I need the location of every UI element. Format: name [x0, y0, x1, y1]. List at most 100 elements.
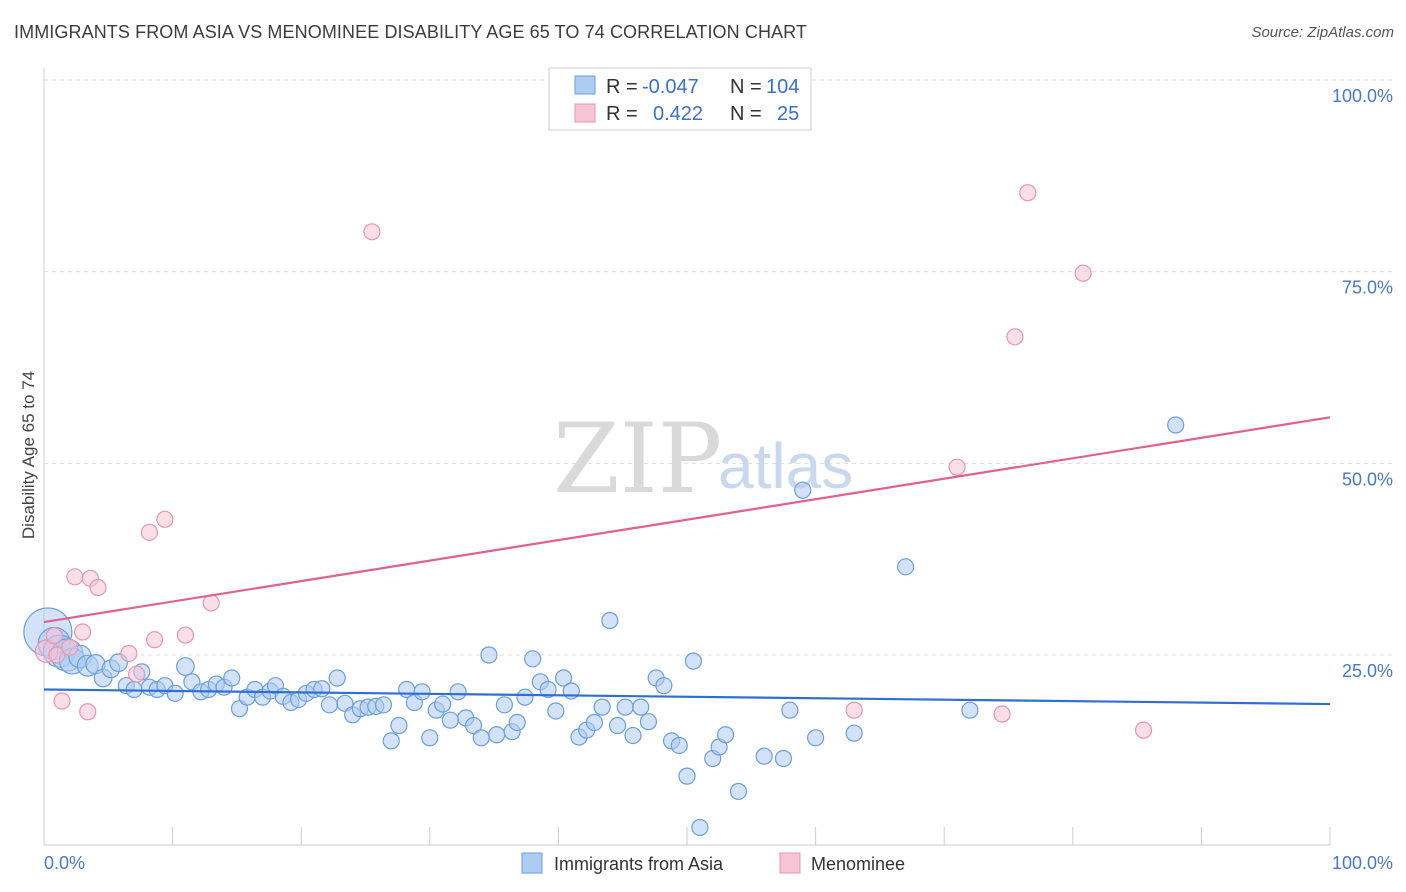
- point-immigrants-from-asia: [655, 677, 673, 695]
- point-immigrants-from-asia: [670, 736, 688, 755]
- point-menominee: [1006, 328, 1024, 346]
- point-menominee: [145, 631, 164, 649]
- point-immigrants-from-asia: [781, 701, 799, 719]
- legend-r-value-2: 0.422: [653, 103, 703, 125]
- x-tick-label-min: 0.0%: [44, 853, 85, 873]
- y-axis-title: Disability Age 65 to 74: [19, 371, 38, 539]
- point-immigrants-from-asia: [382, 732, 400, 750]
- chart-title: IMMIGRANTS FROM ASIA VS MENOMINEE DISABI…: [14, 22, 808, 42]
- point-immigrants-from-asia: [390, 716, 408, 735]
- point-menominee: [1134, 721, 1153, 739]
- point-menominee: [1019, 184, 1037, 202]
- watermark: ZIP atlas: [553, 403, 853, 515]
- point-immigrants-from-asia: [421, 729, 439, 747]
- point-immigrants-from-asia: [729, 782, 748, 801]
- point-immigrants-from-asia: [223, 669, 241, 687]
- point-immigrants-from-asia: [449, 683, 467, 701]
- point-menominee: [61, 638, 79, 656]
- point-immigrants-from-asia: [495, 696, 513, 714]
- source-label: Source: ZipAtlas.com: [1251, 24, 1394, 41]
- watermark-atlas: atlas: [718, 430, 853, 502]
- point-menominee: [1074, 264, 1092, 282]
- y-tick-label: 100.0%: [1332, 86, 1393, 106]
- point-immigrants-from-asia: [601, 611, 619, 630]
- point-immigrants-from-asia: [441, 711, 459, 729]
- point-menominee: [120, 644, 138, 663]
- legend-n-value-1: 104: [766, 76, 799, 98]
- trend-line-menominee: [43, 416, 1331, 624]
- point-immigrants-from-asia: [961, 701, 979, 719]
- point-immigrants-from-asia: [508, 713, 526, 732]
- point-immigrants-from-asia: [374, 696, 393, 714]
- point-immigrants-from-asia: [413, 683, 431, 701]
- point-menominee: [993, 705, 1011, 723]
- point-immigrants-from-asia: [755, 747, 773, 765]
- bottom-legend: Immigrants from Asia Menominee: [521, 852, 905, 874]
- point-menominee: [845, 701, 863, 719]
- legend-swatch-pink: [574, 103, 596, 123]
- point-menominee: [89, 578, 107, 597]
- legend: R = -0.047 N = 104 R = 0.422 N = 25: [548, 67, 812, 131]
- point-immigrants-from-asia: [176, 657, 195, 676]
- point-immigrants-from-asia: [313, 680, 331, 698]
- point-immigrants-from-asia: [320, 696, 339, 714]
- point-menominee: [66, 568, 84, 586]
- point-immigrants-from-asia: [1167, 416, 1185, 434]
- point-menominee: [53, 692, 71, 710]
- point-immigrants-from-asia: [897, 558, 915, 576]
- legend-n-label-2: N =: [730, 103, 762, 125]
- point-menominee: [48, 646, 66, 664]
- legend-n-label-1: N =: [730, 76, 762, 98]
- point-immigrants-from-asia: [328, 669, 346, 687]
- bottom-legend-swatch-blue: [521, 852, 543, 874]
- point-immigrants-from-asia: [434, 695, 452, 713]
- y-tick-labels: 25.0% 50.0% 75.0% 100.0%: [1332, 86, 1393, 681]
- point-immigrants-from-asia: [593, 698, 611, 716]
- point-immigrants-from-asia: [480, 646, 498, 664]
- bottom-legend-label-blue: Immigrants from Asia: [554, 854, 724, 874]
- legend-n-value-2: 25: [777, 103, 799, 125]
- gridlines: [44, 79, 1393, 656]
- legend-r-label-2: R =: [606, 103, 638, 125]
- y-tick-label: 50.0%: [1342, 469, 1393, 489]
- point-immigrants-from-asia: [616, 698, 634, 716]
- point-immigrants-from-asia: [845, 724, 863, 742]
- y-tick-label: 25.0%: [1342, 661, 1393, 681]
- point-menominee: [79, 703, 97, 721]
- series-menominee: [34, 184, 1153, 739]
- point-immigrants-from-asia: [806, 729, 825, 747]
- point-immigrants-from-asia: [794, 481, 812, 499]
- point-immigrants-from-asia: [691, 818, 709, 837]
- point-menominee: [156, 510, 174, 528]
- point-menominee: [948, 458, 966, 476]
- point-immigrants-from-asia: [678, 767, 696, 785]
- y-tick-label: 75.0%: [1342, 278, 1393, 298]
- point-menominee: [73, 623, 92, 641]
- point-immigrants-from-asia: [716, 726, 735, 744]
- point-immigrants-from-asia: [585, 713, 604, 732]
- bottom-legend-label-pink: Menominee: [811, 854, 905, 874]
- legend-swatch-blue: [574, 75, 596, 95]
- point-immigrants-from-asia: [684, 652, 703, 670]
- axes: [43, 68, 1331, 846]
- point-menominee: [140, 523, 159, 541]
- point-menominee: [45, 627, 63, 645]
- point-immigrants-from-asia: [632, 698, 650, 716]
- point-immigrants-from-asia: [464, 716, 483, 735]
- trend-line-immigrants-from-asia: [43, 688, 1331, 706]
- point-immigrants-from-asia: [608, 716, 627, 735]
- point-immigrants-from-asia: [554, 669, 573, 687]
- point-immigrants-from-asia: [488, 726, 506, 744]
- point-immigrants-from-asia: [547, 702, 565, 720]
- point-immigrants-from-asia: [524, 650, 542, 668]
- legend-r-label-1: R =: [606, 76, 638, 98]
- point-menominee: [176, 626, 195, 644]
- legend-r-value-1: -0.047: [642, 76, 699, 98]
- point-immigrants-from-asia: [166, 684, 184, 702]
- point-immigrants-from-asia: [539, 680, 557, 699]
- trend-lines: [43, 416, 1331, 706]
- x-tick-label-max: 100.0%: [1332, 853, 1393, 873]
- point-immigrants-from-asia: [774, 749, 793, 768]
- point-menominee: [127, 665, 146, 683]
